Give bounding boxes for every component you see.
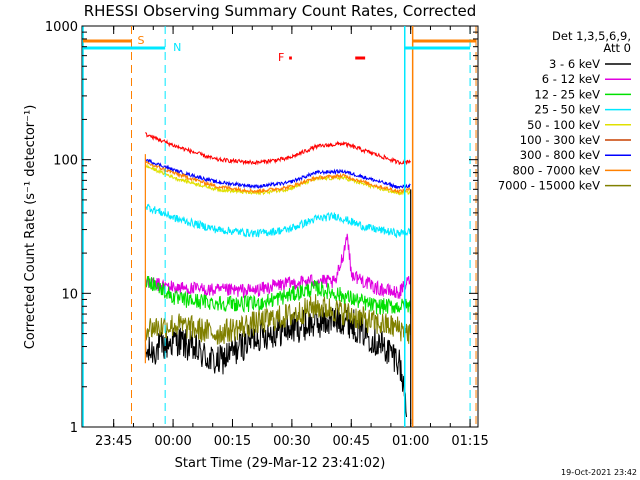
legend-entry-label: 800 - 7000 keV: [512, 163, 600, 177]
legend-entry-label: 100 - 300 keV: [520, 133, 600, 147]
timestamp: 19-Oct-2021 23:42: [561, 468, 637, 477]
series-line: [144, 158, 411, 190]
x-tick-label: 23:45: [95, 434, 132, 449]
y-tick-label: 1: [70, 421, 78, 436]
legend-entry-label: 25 - 50 keV: [534, 103, 600, 117]
state-label-n: N: [173, 41, 181, 54]
x-tick-label: 01:00: [392, 434, 429, 449]
y-tick-label: 10: [61, 287, 78, 302]
series-line: [144, 294, 411, 345]
x-tick-label: 00:15: [214, 434, 251, 449]
y-axis-label: Corrected Count Rate (s⁻¹ detector⁻¹): [23, 105, 38, 350]
plot-frame: [81, 25, 479, 428]
y-tick-label: 1000: [45, 20, 78, 35]
legend-entry-label: 12 - 25 keV: [534, 87, 600, 101]
x-tick-label: 00:00: [154, 434, 191, 449]
legend-entry-label: 6 - 12 keV: [542, 72, 600, 86]
x-tick-label: 00:30: [273, 434, 310, 449]
legend-header-line1: Det 1,3,5,6,9,: [552, 29, 631, 43]
legend-entry-label: 300 - 800 keV: [520, 148, 600, 162]
x-tick-label: 01:15: [451, 434, 488, 449]
legend-entry-label: 50 - 100 keV: [527, 118, 600, 132]
y-tick-label: 100: [53, 154, 78, 169]
state-label-f: F: [278, 51, 284, 64]
chart-title: RHESSI Observing Summary Count Rates, Co…: [84, 2, 477, 20]
x-tick-label: 00:45: [333, 434, 370, 449]
series-line: [144, 163, 411, 197]
series-line: [144, 160, 411, 194]
series-line: [145, 131, 411, 166]
series-line: [144, 203, 411, 239]
series-line: [144, 271, 411, 316]
series-line: [144, 303, 407, 418]
legend-entry-label: 3 - 6 keV: [549, 57, 600, 71]
legend-header-line2: Att 0: [603, 41, 631, 55]
x-axis-label: Start Time (29-Mar-12 23:41:02): [175, 456, 386, 471]
legend-entry-label: 7000 - 15000 keV: [498, 179, 600, 193]
state-label-s: S: [137, 34, 144, 47]
series-line: [144, 233, 411, 299]
